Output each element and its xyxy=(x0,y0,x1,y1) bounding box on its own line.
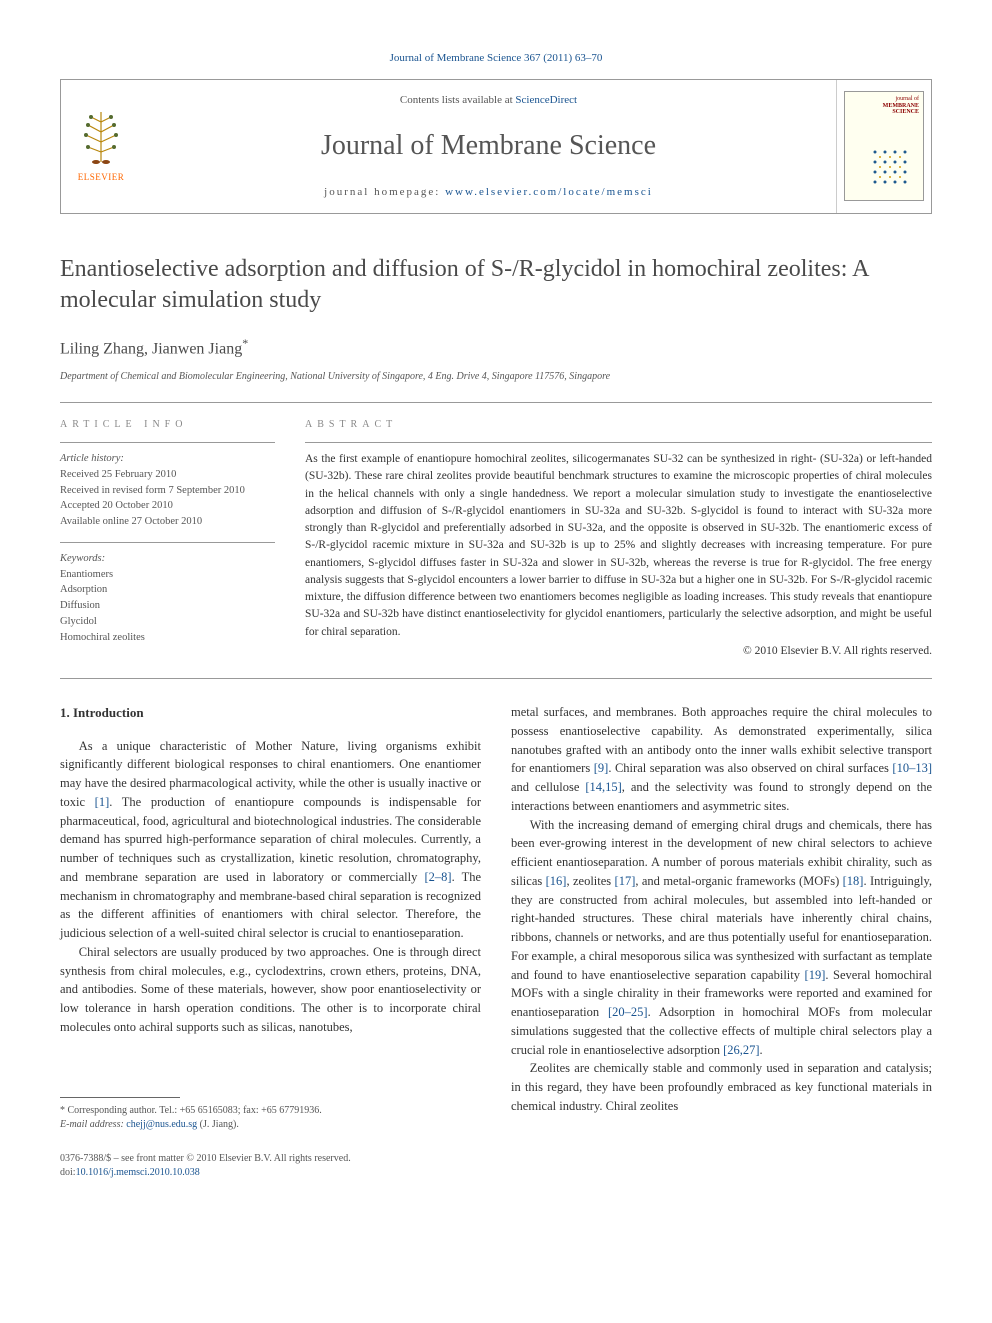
email-link[interactable]: chejj@nus.edu.sg xyxy=(126,1119,197,1130)
divider xyxy=(305,442,932,443)
homepage-prefix: journal homepage: xyxy=(324,186,445,198)
section-heading: 1. Introduction xyxy=(60,703,481,723)
keyword: Diffusion xyxy=(60,598,275,614)
email-suffix: (J. Jiang). xyxy=(197,1119,239,1130)
citation-link[interactable]: [14,15] xyxy=(585,780,621,794)
footnote-rule xyxy=(60,1097,180,1098)
copyright: © 2010 Elsevier B.V. All rights reserved… xyxy=(305,643,932,660)
cover-title: journal of MEMBRANE SCIENCE xyxy=(849,96,919,116)
article-title: Enantioselective adsorption and diffusio… xyxy=(60,254,932,316)
received-date: Received 25 February 2010 xyxy=(60,467,275,483)
citation-link[interactable]: [10–13] xyxy=(892,761,932,775)
citation-link[interactable]: [2–8] xyxy=(424,870,451,884)
header-center: Contents lists available at ScienceDirec… xyxy=(141,80,836,213)
history-heading: Article history: xyxy=(60,451,275,467)
divider xyxy=(60,542,275,543)
online-date: Available online 27 October 2010 xyxy=(60,514,275,530)
text: , zeolites xyxy=(566,874,614,888)
contents-lists-line: Contents lists available at ScienceDirec… xyxy=(161,92,816,109)
article-info-column: ARTICLE INFO Article history: Received 2… xyxy=(60,417,275,660)
cover-pattern-icon xyxy=(865,142,915,192)
doi-link[interactable]: 10.1016/j.memsci.2010.10.038 xyxy=(76,1167,200,1178)
citation-link[interactable]: [17] xyxy=(615,874,636,888)
keyword: Glycidol xyxy=(60,614,275,630)
abstract-text: As the first example of enantiopure homo… xyxy=(305,451,932,641)
divider xyxy=(60,678,932,679)
footnote: * Corresponding author. Tel.: +65 651650… xyxy=(60,1104,481,1132)
citation-link[interactable]: [19] xyxy=(805,968,826,982)
citation-link[interactable]: [18] xyxy=(843,874,864,888)
cover-thumbnail: journal of MEMBRANE SCIENCE xyxy=(844,91,924,201)
body-column-left: 1. Introduction As a unique characterist… xyxy=(60,703,481,1180)
elsevier-tree-icon xyxy=(76,107,126,167)
article-info-label: ARTICLE INFO xyxy=(60,417,275,432)
homepage-link[interactable]: www.elsevier.com/locate/memsci xyxy=(445,186,653,198)
journal-name: Journal of Membrane Science xyxy=(161,125,816,167)
corresponding-mark: * xyxy=(242,336,248,350)
issn-line: 0376-7388/$ – see front matter © 2010 El… xyxy=(60,1152,481,1166)
text: and cellulose xyxy=(511,780,585,794)
keyword: Enantiomers xyxy=(60,567,275,583)
text: , and metal-organic frameworks (MOFs) xyxy=(635,874,842,888)
homepage-line: journal homepage: www.elsevier.com/locat… xyxy=(161,184,816,201)
affiliation: Department of Chemical and Biomolecular … xyxy=(60,369,932,384)
divider xyxy=(60,442,275,443)
keyword: Homochiral zeolites xyxy=(60,630,275,646)
citation-link[interactable]: [9] xyxy=(594,761,609,775)
sciencedirect-link[interactable]: ScienceDirect xyxy=(515,94,577,106)
corresponding-author-note: * Corresponding author. Tel.: +65 651650… xyxy=(60,1104,481,1118)
elsevier-text: ELSEVIER xyxy=(78,171,125,185)
body-text: metal surfaces, and membranes. Both appr… xyxy=(511,703,932,1116)
text: Chiral selectors are usually produced by… xyxy=(60,945,481,1034)
contents-prefix: Contents lists available at xyxy=(400,94,515,106)
citation-link[interactable]: [1] xyxy=(95,795,110,809)
citation-link[interactable]: [26,27] xyxy=(723,1043,759,1057)
email-label: E-mail address: xyxy=(60,1119,126,1130)
cover-title-3: SCIENCE xyxy=(892,109,919,115)
cover-title-2: MEMBRANE xyxy=(883,103,919,109)
authors: Liling Zhang, Jianwen Jiang* xyxy=(60,334,932,361)
accepted-date: Accepted 20 October 2010 xyxy=(60,498,275,514)
footer: 0376-7388/$ – see front matter © 2010 El… xyxy=(60,1152,481,1180)
text: . The production of enantiopure compound… xyxy=(60,795,481,884)
keywords-heading: Keywords: xyxy=(60,551,275,567)
text: . xyxy=(760,1043,763,1057)
text: . Intriguingly, they are constructed fro… xyxy=(511,874,932,982)
doi-label: doi: xyxy=(60,1167,76,1178)
abstract-label: ABSTRACT xyxy=(305,417,932,432)
body-text: As a unique characteristic of Mother Nat… xyxy=(60,737,481,1037)
text: . Chiral separation was also observed on… xyxy=(608,761,892,775)
revised-date: Received in revised form 7 September 201… xyxy=(60,483,275,499)
cover-title-1: journal of xyxy=(896,96,920,102)
keyword: Adsorption xyxy=(60,582,275,598)
text: Zeolites are chemically stable and commo… xyxy=(511,1061,932,1113)
journal-citation[interactable]: Journal of Membrane Science 367 (2011) 6… xyxy=(60,50,932,67)
citation-link[interactable]: [20–25] xyxy=(608,1005,648,1019)
citation-link[interactable]: [16] xyxy=(546,874,567,888)
elsevier-logo: ELSEVIER xyxy=(61,80,141,213)
body-column-right: metal surfaces, and membranes. Both appr… xyxy=(511,703,932,1180)
abstract-column: ABSTRACT As the first example of enantio… xyxy=(305,417,932,660)
author-names: Liling Zhang, Jianwen Jiang xyxy=(60,340,242,357)
journal-header: ELSEVIER Contents lists available at Sci… xyxy=(60,79,932,214)
divider xyxy=(60,402,932,403)
journal-cover: journal of MEMBRANE SCIENCE xyxy=(836,80,931,213)
